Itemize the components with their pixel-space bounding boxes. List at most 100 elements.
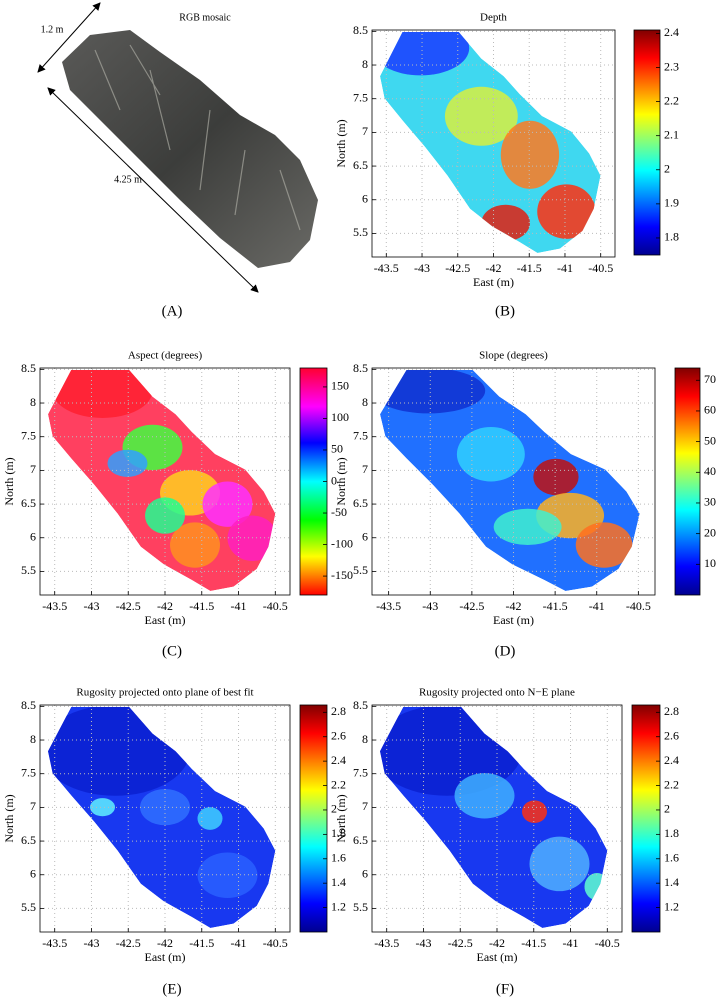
colorbar-tick-label: 0: [331, 473, 337, 487]
colorbar-tick-label: 100: [331, 410, 349, 424]
map-patch: [380, 370, 486, 414]
colorbar-tick-label: 10: [704, 556, 716, 570]
map-patch: [444, 86, 518, 146]
x-tick-label: -43.5: [374, 936, 399, 950]
y-tick-label: 6: [362, 866, 368, 880]
x-tick-label: -40.5: [626, 599, 651, 613]
x-tick-label: -42.5: [445, 261, 470, 275]
y-tick-label: 5.5: [353, 900, 368, 914]
y-tick-label: 7: [362, 462, 368, 476]
colorbar-tick-label: 2.3: [664, 59, 679, 73]
map-patch: [454, 773, 515, 819]
panel: Slope (degrees) -43.5 -43 -42.5 -42 -41.5 -41 -…: [334, 350, 716, 660]
map-patch: [529, 836, 590, 892]
colorbar-tick-label: 1.9: [664, 196, 679, 210]
width-arrow: [37, 2, 101, 73]
colorbar-tick-label: 1.2: [331, 899, 346, 913]
x-tick-label: -43: [415, 936, 431, 950]
panel: Rugosity projected onto N−E plane -43.5 -4…: [334, 687, 679, 998]
y-axis-label: North (m): [2, 794, 16, 842]
colorbar-tick-label: 1.8: [664, 230, 679, 244]
map-patch: [481, 204, 530, 242]
map-base: [48, 370, 276, 591]
axes-frame: [371, 704, 623, 933]
x-tick-label: -43.5: [42, 599, 67, 613]
map-patch: [537, 184, 596, 239]
x-axis-label: East (m): [477, 950, 518, 964]
map-image: [380, 32, 601, 253]
colorbar: [633, 29, 661, 256]
y-tick-label: 6.5: [353, 496, 368, 510]
y-tick-label: 7: [30, 462, 36, 476]
colorbar: [299, 704, 328, 933]
map-patch: [575, 522, 633, 568]
x-tick-label: -41: [557, 261, 573, 275]
map-patch: [170, 522, 220, 568]
colorbar-tick-label: 1.6: [664, 851, 679, 865]
x-tick-label: -40.5: [263, 599, 288, 613]
colorbar-tick-label: 70: [704, 372, 716, 386]
x-tick-label: -43.5: [42, 936, 67, 950]
y-tick-label: 6: [30, 866, 36, 880]
axes-frame: [371, 29, 616, 258]
x-axis-label: East (m): [145, 950, 186, 964]
colorbar-tick-label: 1.2: [664, 899, 679, 913]
y-tick-label: 6.5: [21, 833, 36, 847]
y-tick-label: 5.5: [353, 563, 368, 577]
y-axis-label: North (m): [2, 457, 16, 505]
x-tick-label: -43: [422, 599, 438, 613]
caption: (F): [496, 981, 514, 997]
axes-frame: [371, 367, 656, 596]
x-tick-label: -41.5: [517, 261, 542, 275]
map-image: [48, 370, 276, 591]
colorbar-tick-label: 1.4: [664, 875, 679, 889]
panel: Aspect (degrees) -43.5 -43 -42.5 -42 -41.5 -41…: [2, 350, 353, 660]
map-patch: [533, 458, 579, 496]
panel-a: RGB mosaic 1.2 m 4.25 m (A): [37, 2, 318, 319]
colorbar-tick-label: 20: [704, 525, 716, 539]
y-tick-label: 6: [30, 529, 36, 543]
x-tick-label: -41.5: [189, 936, 214, 950]
colorbar-tick-label: -150: [331, 568, 353, 582]
map-image: [380, 707, 608, 928]
caption: (E): [162, 981, 181, 997]
y-tick-label: 8.5: [353, 698, 368, 712]
y-tick-label: 8: [30, 395, 36, 409]
colorbar-tick-label: 2.6: [331, 728, 346, 742]
map-patch: [571, 232, 601, 253]
x-tick-label: -41: [231, 936, 247, 950]
y-tick-label: 6.5: [353, 833, 368, 847]
colorbar-tick-label: 30: [704, 495, 716, 509]
x-tick-label: -41: [589, 599, 605, 613]
x-tick-label: -42.5: [116, 936, 141, 950]
colorbar: [299, 367, 328, 596]
x-tick-label: -40.5: [588, 261, 613, 275]
map-patch: [456, 427, 525, 482]
panel-title: Rugosity projected onto N−E plane: [419, 687, 575, 699]
colorbar-tick-label: 40: [704, 464, 716, 478]
x-tick-label: -40.5: [263, 936, 288, 950]
length-arrow: [47, 87, 259, 293]
x-tick-label: -41.5: [521, 936, 546, 950]
colorbar-tick-label: 2.4: [664, 753, 679, 767]
panel-title: RGB mosaic: [179, 12, 231, 23]
y-tick-label: 5.5: [21, 563, 36, 577]
x-tick-label: -41.5: [189, 599, 214, 613]
panel-title: Aspect (degrees): [128, 350, 203, 362]
x-axis-label: East (m): [473, 275, 514, 289]
map-patch: [145, 497, 185, 534]
map-patch: [493, 508, 562, 546]
y-tick-label: 7: [30, 799, 36, 813]
y-tick-label: 6: [362, 529, 368, 543]
x-tick-label: -42: [489, 936, 505, 950]
caption: (D): [495, 643, 516, 659]
x-tick-label: -43.5: [376, 599, 401, 613]
colorbar-tick-label: 2.6: [664, 728, 679, 742]
x-tick-label: -42: [506, 599, 522, 613]
colorbar-tick-label: 1.8: [331, 826, 346, 840]
map-patch: [500, 120, 560, 189]
colorbar: [674, 367, 701, 596]
x-tick-label: -43: [83, 936, 99, 950]
annotation: 4.25 m: [114, 174, 142, 185]
x-axis-label: East (m): [493, 613, 534, 627]
